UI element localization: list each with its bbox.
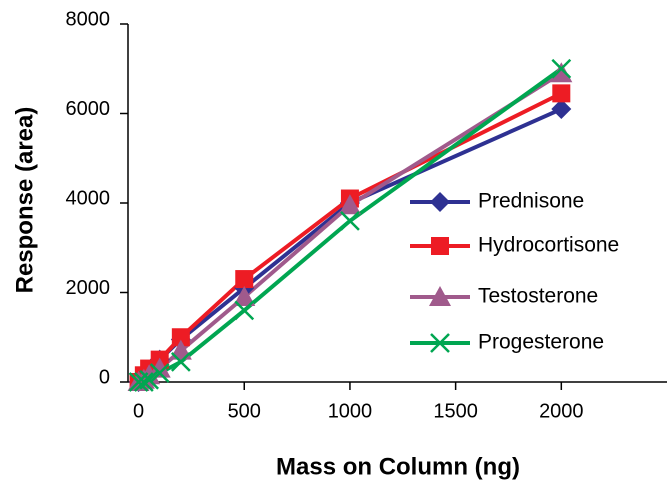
marker [139, 369, 160, 390]
marker [171, 328, 190, 347]
marker [551, 99, 572, 120]
x-tick-label: 1000 [328, 400, 373, 422]
legend-marker [430, 192, 450, 212]
marker [552, 84, 571, 103]
legend-label: Progesterone [478, 331, 604, 354]
legend-label: Prednisone [478, 190, 584, 213]
x-axis-title: Mass on Column (ng) [276, 453, 520, 480]
x-tick-label: 1500 [433, 400, 478, 422]
y-tick-label: 6000 [66, 98, 111, 120]
x-tick-label: 2000 [539, 400, 584, 422]
marker [148, 357, 171, 378]
marker [170, 351, 191, 372]
marker [551, 58, 572, 79]
marker [149, 363, 170, 383]
marker [234, 300, 255, 321]
marker [340, 211, 360, 231]
marker [338, 194, 361, 215]
y-tick-label: 4000 [66, 187, 111, 209]
legend-label: Hydrocortisone [478, 234, 619, 257]
marker [235, 270, 254, 289]
marker [133, 372, 154, 392]
marker [550, 62, 573, 83]
y-tick-label: 0 [99, 366, 110, 388]
legend-marker [430, 333, 450, 353]
x-tick-label: 0 [133, 400, 144, 422]
legend-marker [431, 237, 449, 255]
y-axis-title: Response (area) [11, 107, 38, 294]
y-tick-label: 8000 [66, 8, 111, 30]
marker [233, 285, 256, 306]
legend-label: Testosterone [478, 285, 598, 308]
y-tick-label: 2000 [66, 277, 111, 299]
legend-marker [429, 286, 451, 306]
x-tick-label: 500 [228, 400, 261, 422]
